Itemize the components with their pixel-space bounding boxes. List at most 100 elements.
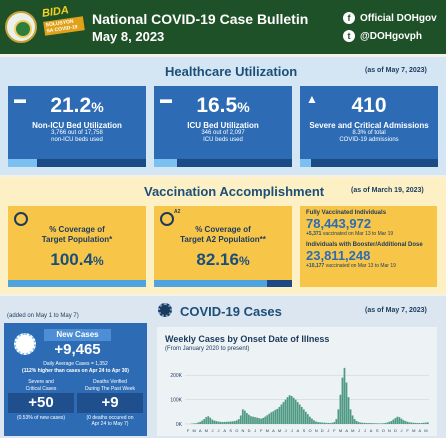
bar xyxy=(345,382,348,424)
bar xyxy=(374,423,376,424)
bar xyxy=(331,422,334,424)
bar xyxy=(221,422,224,424)
bar xyxy=(390,421,393,424)
cases-title: COVID-19 Cases xyxy=(180,304,282,319)
y-tick-label: 0K xyxy=(176,422,183,428)
x-tick-label: S xyxy=(229,428,232,433)
x-tick-label: M xyxy=(192,428,195,433)
bar xyxy=(329,423,332,424)
bar xyxy=(355,421,358,424)
bar xyxy=(357,422,360,424)
bar xyxy=(343,367,346,424)
virus-icon xyxy=(14,333,36,355)
bar xyxy=(309,416,311,424)
bar xyxy=(396,416,399,424)
bar xyxy=(361,422,364,424)
bar xyxy=(388,421,391,424)
vaccinated-counts-card: Fully Vaccinated Individuals 78,443,972 … xyxy=(300,206,437,287)
non-icu-bed-card: ▬ 21.2% Non-ICU Bed Utilization 3,766 ou… xyxy=(8,86,146,167)
bar xyxy=(408,422,411,424)
twitter-link[interactable]: t @DOHgovph xyxy=(343,30,422,42)
bar xyxy=(243,410,246,424)
x-tick-label: A xyxy=(419,428,422,433)
bar xyxy=(248,414,250,424)
x-tick-label: J xyxy=(291,428,293,433)
bar xyxy=(353,419,356,424)
bar xyxy=(376,423,378,424)
bar xyxy=(205,417,208,424)
bar xyxy=(406,421,409,424)
bar xyxy=(292,397,295,424)
bar xyxy=(213,420,216,424)
bar xyxy=(229,421,232,424)
x-tick-label: D xyxy=(394,428,397,433)
bida-logo: BIDA SOLUSYON SA COVID-19 xyxy=(41,3,86,48)
bar xyxy=(386,422,389,424)
bar xyxy=(370,423,372,424)
bar xyxy=(418,423,421,424)
bar xyxy=(365,423,368,424)
x-tick-label: F xyxy=(260,428,263,433)
bar xyxy=(384,423,386,424)
bar xyxy=(260,418,262,424)
bar xyxy=(294,399,297,424)
bar xyxy=(197,422,199,424)
severe-cases-value: +50 xyxy=(8,393,74,413)
bar xyxy=(254,417,256,424)
bar xyxy=(363,422,366,424)
virus-icon xyxy=(158,303,172,317)
bar xyxy=(323,422,325,424)
facebook-icon: f xyxy=(343,12,355,24)
bar xyxy=(359,422,362,424)
bar xyxy=(337,409,340,424)
bar xyxy=(201,420,203,424)
x-tick-label: O xyxy=(382,428,385,433)
facebook-link[interactable]: f Official DOHgov xyxy=(343,12,437,24)
bar xyxy=(195,423,197,424)
bar xyxy=(414,422,417,424)
x-tick-label: M xyxy=(424,428,427,433)
bar xyxy=(223,421,226,424)
chart-subtitle: (From January 2020 to present) xyxy=(165,346,250,352)
bar xyxy=(372,423,374,424)
x-tick-label: M xyxy=(339,428,342,433)
bar xyxy=(231,421,234,424)
bar xyxy=(392,419,395,424)
x-tick-label: J xyxy=(358,428,360,433)
bar xyxy=(276,408,279,424)
x-tick-label: J xyxy=(285,428,287,433)
bar xyxy=(207,416,210,424)
bar xyxy=(378,423,380,424)
weekly-cases-chart: Weekly Cases by Onset Date of Illness (F… xyxy=(157,327,437,436)
x-tick-label: M xyxy=(351,428,354,433)
bar xyxy=(317,422,319,424)
x-tick-label: S xyxy=(376,428,379,433)
bar xyxy=(321,422,323,424)
bar xyxy=(319,422,321,424)
search-person-icon xyxy=(14,212,28,226)
bar xyxy=(282,402,285,424)
bulletin-title: National COVID-19 Case Bulletin xyxy=(92,11,309,27)
bar xyxy=(333,422,336,424)
bar xyxy=(258,418,260,424)
bar xyxy=(298,404,301,424)
bar xyxy=(268,413,271,424)
warning-bed-icon: ▲ xyxy=(306,92,318,106)
x-tick-label: D xyxy=(321,428,324,433)
non-icu-fill xyxy=(8,159,38,167)
cases-as-of: (as of May 7, 2023) xyxy=(365,307,427,314)
target-coverage-card: % Coverage of Target Population* 100.4% xyxy=(8,206,146,287)
bar xyxy=(286,397,289,424)
bar xyxy=(422,422,425,424)
bar xyxy=(300,406,303,424)
bar xyxy=(217,421,220,424)
healthcare-title: Healthcare Utilization xyxy=(165,64,298,79)
bar xyxy=(307,414,309,424)
bar xyxy=(339,394,342,424)
bar xyxy=(246,413,248,424)
new-cases-value: +9,465 xyxy=(54,341,101,358)
bar xyxy=(313,420,315,424)
healthcare-as-of: (as of May 7, 2023) xyxy=(365,67,427,74)
bulletin-date: May 8, 2023 xyxy=(92,29,165,44)
